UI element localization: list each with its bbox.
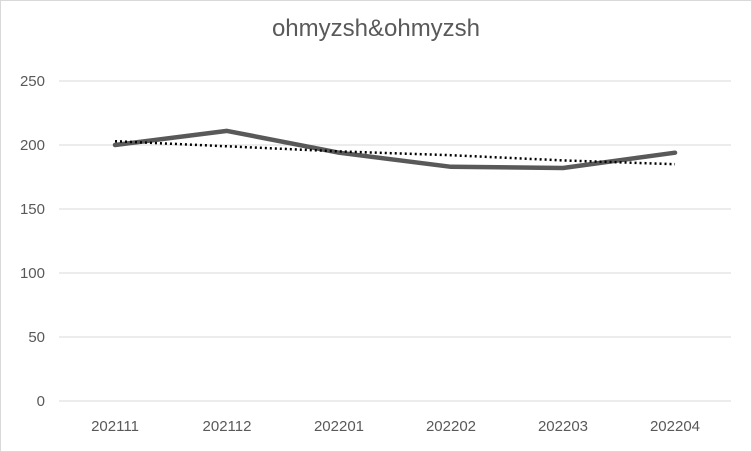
- x-tick-label: 202112: [203, 418, 252, 435]
- x-tick-label: 202203: [538, 418, 588, 435]
- series-layer: [112, 128, 678, 171]
- x-tick-label: 202204: [650, 418, 700, 435]
- gridlines: [59, 80, 731, 402]
- y-axis-ticks: 0 50 100 150 200 250: [20, 73, 45, 410]
- chart-title: ohmyzsh&ohmyzsh: [271, 15, 481, 42]
- series-line: [112, 128, 678, 171]
- y-tick-label: 0: [37, 393, 45, 410]
- y-tick-label: 100: [20, 265, 45, 282]
- x-tick-label: 202111: [91, 418, 139, 435]
- x-axis-ticks: 202111 202112 202201 202202 202203 202204: [91, 418, 700, 435]
- y-tick-label: 150: [20, 201, 45, 218]
- x-tick-label: 202201: [314, 418, 364, 435]
- y-tick-label: 50: [28, 329, 45, 346]
- x-tick-label: 202202: [426, 418, 476, 435]
- trendline-series-line: [114, 139, 676, 166]
- y-tick-label: 250: [20, 73, 45, 90]
- y-tick-label: 200: [20, 137, 45, 154]
